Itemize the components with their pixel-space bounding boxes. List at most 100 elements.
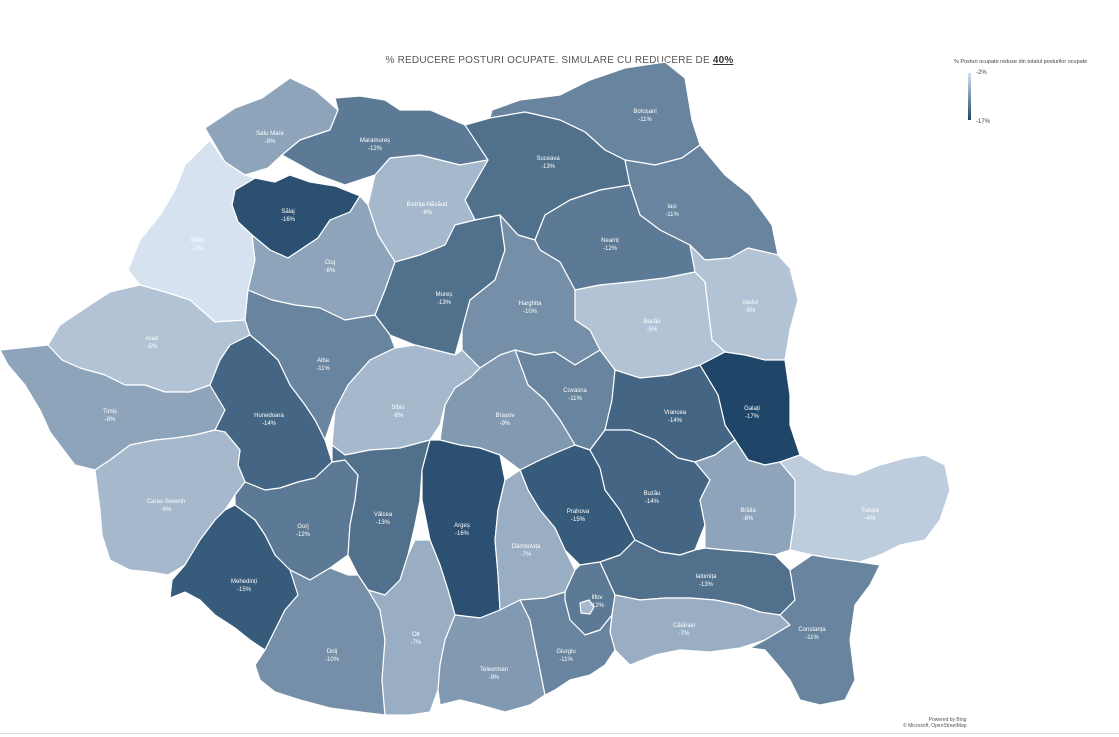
county-value-galati: -17% xyxy=(745,414,760,420)
county-value-alba: -11% xyxy=(316,366,330,372)
county-label-iasi: Iași xyxy=(667,204,676,210)
county-value-mures: -13% xyxy=(437,300,452,306)
county-value-dolj: -10% xyxy=(325,657,340,663)
legend: % Posturi ocupate reduse din totalul pos… xyxy=(954,59,1119,125)
legend-color-ramp xyxy=(968,73,971,120)
county-value-caras-severin: -6% xyxy=(161,507,172,513)
county-value-cluj: -8% xyxy=(325,268,336,274)
county-value-bacau: -5% xyxy=(647,327,658,333)
county-value-suceava: -13% xyxy=(541,164,556,170)
county-label-sibiu: Sibiu xyxy=(391,405,404,411)
county-label-vrancea: Vrancea xyxy=(664,410,687,416)
county-value-ialomita: -13% xyxy=(699,582,714,588)
credits-copyright: © Microsoft, OpenStreetMap xyxy=(903,723,967,729)
county-value-valcea: -13% xyxy=(376,520,391,526)
county-label-covasna: Covasna xyxy=(563,388,587,394)
map-credits: Powered by Bing © Microsoft, OpenStreetM… xyxy=(903,717,966,729)
map-title: % REDUCERE POSTURI OCUPATE. SIMULARE CU … xyxy=(0,55,1119,66)
county-label-timis: Timiș xyxy=(103,409,117,415)
county-label-caras-severin: Caraș-Severin xyxy=(147,499,185,505)
county-value-sibiu: -6% xyxy=(393,413,404,419)
county-label-arges: Argeș xyxy=(454,523,470,529)
county-label-mures: Mureș xyxy=(436,292,453,298)
county-label-valcea: Vâlcea xyxy=(374,512,393,518)
county-value-bistrita-nasaud: -6% xyxy=(422,210,433,216)
county-dolj[interactable] xyxy=(254,567,386,716)
county-label-harghita: Harghita xyxy=(519,301,542,307)
county-label-ilfov: Ilfov xyxy=(591,595,602,601)
county-value-timis: -8% xyxy=(105,417,116,423)
county-label-dambovita: Dâmbovița xyxy=(512,544,541,550)
county-label-satu-mare: Satu Mare xyxy=(256,131,284,137)
county-value-bihor: -2% xyxy=(193,246,204,252)
county-value-brasov: -9% xyxy=(500,421,511,427)
county-value-buzau: -14% xyxy=(645,499,660,505)
legend-max-label: -2% xyxy=(976,70,987,76)
county-value-vrancea: -14% xyxy=(668,418,683,424)
county-label-dolj: Dolj xyxy=(327,649,337,655)
county-label-bistrita-nasaud: Bistrița-Năsăud xyxy=(406,202,447,208)
county-mehedinti[interactable] xyxy=(169,504,311,651)
county-label-ialomita: Ialomița xyxy=(695,574,717,580)
county-label-cluj: Cluj xyxy=(325,260,335,266)
county-label-teleorman: Teleorman xyxy=(480,667,508,673)
county-label-bihor: Bihor xyxy=(191,238,205,244)
county-tulcea[interactable] xyxy=(779,454,951,563)
county-value-satu-mare: -8% xyxy=(265,139,276,145)
county-label-hunedoara: Hunedoara xyxy=(254,413,284,419)
county-value-prahova: -15% xyxy=(571,517,586,523)
county-label-giurgiu: Giurgiu xyxy=(556,649,575,655)
county-value-braila: -8% xyxy=(743,516,754,522)
county-label-tulcea: Tulcea xyxy=(861,508,879,514)
county-label-bacau: Bacău xyxy=(643,319,660,325)
county-label-salaj: Sălaj xyxy=(281,209,294,215)
county-value-calarasi: -7% xyxy=(679,631,690,637)
county-label-prahova: Prahova xyxy=(567,509,590,515)
county-value-hunedoara: -14% xyxy=(262,421,277,427)
county-value-iasi: -11% xyxy=(665,212,679,218)
legend-title: % Posturi ocupate reduse din totalul pos… xyxy=(954,59,1088,65)
county-label-constanta: Constanța xyxy=(798,627,826,633)
county-label-arad: Arad xyxy=(146,336,159,342)
county-bucuresti[interactable] xyxy=(579,599,595,615)
county-value-covasna: -11% xyxy=(568,396,582,402)
county-value-dambovita: -7% xyxy=(521,552,532,558)
county-value-gorj: -12% xyxy=(296,532,311,538)
county-label-brasov: Brașov xyxy=(496,413,515,419)
county-label-botosani: Botoșani xyxy=(633,109,656,115)
county-constanta[interactable] xyxy=(749,554,881,706)
county-label-maramures: Maramureș xyxy=(360,138,390,144)
county-label-buzau: Buzău xyxy=(643,491,660,497)
county-teleorman[interactable] xyxy=(437,599,546,713)
map-title-highlight: 40% xyxy=(712,55,734,66)
county-label-calarasi: Călărași xyxy=(673,623,695,629)
county-value-salaj: -16% xyxy=(281,217,296,223)
county-label-alba: Alba xyxy=(317,358,330,364)
county-value-botosani: -11% xyxy=(638,117,652,123)
county-value-olt: -7% xyxy=(411,640,422,646)
county-value-ilfov: -12% xyxy=(590,603,605,609)
county-value-maramures: -12% xyxy=(368,146,383,152)
county-label-braila: Brăila xyxy=(740,508,756,514)
county-value-vaslui: -5% xyxy=(745,308,756,314)
credits-powered-by: Powered by Bing xyxy=(928,717,967,723)
county-label-mehedinti: Mehedinți xyxy=(231,579,257,585)
county-value-teleorman: -9% xyxy=(489,675,500,681)
county-value-neamt: -12% xyxy=(603,246,618,252)
county-label-neamt: Neamț xyxy=(601,238,619,244)
county-value-giurgiu: -11% xyxy=(559,657,573,663)
bottom-divider xyxy=(0,733,1119,737)
county-giurgiu[interactable] xyxy=(519,591,616,696)
county-value-mehedinti: -15% xyxy=(237,587,252,593)
county-value-tulcea: -4% xyxy=(865,516,876,522)
county-label-galati: Galați xyxy=(744,406,760,412)
county-label-gorj: Gorj xyxy=(297,524,308,530)
county-label-olt: Olt xyxy=(412,632,420,638)
county-value-arges: -16% xyxy=(455,531,470,537)
county-value-harghita: -10% xyxy=(523,309,538,315)
legend-min-label: -17% xyxy=(976,119,991,125)
county-label-suceava: Suceava xyxy=(536,156,560,162)
county-value-arad: -5% xyxy=(147,344,158,350)
county-label-vaslui: Vaslui xyxy=(742,300,758,306)
